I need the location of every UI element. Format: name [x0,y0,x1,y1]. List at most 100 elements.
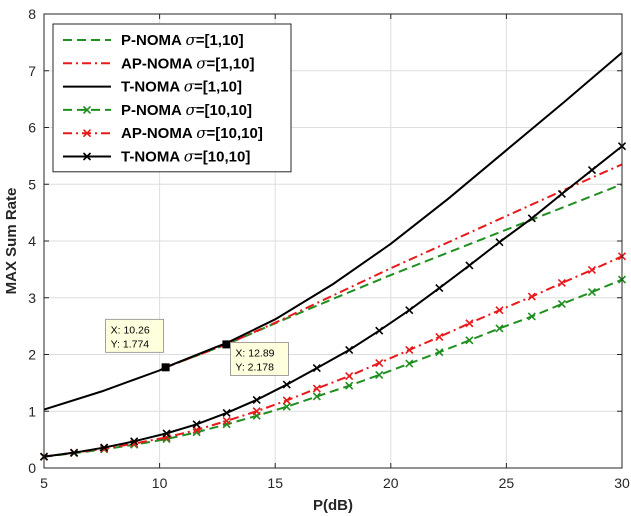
x-tick-label: 25 [499,475,515,491]
series-0 [165,183,623,369]
data-point-marker [100,443,109,452]
axis-ticks: 5 10 15 20 25 30 0 1 2 3 4 5 6 7 8 [28,6,630,491]
series-layer [39,51,627,461]
legend-label-rest: =[1,10] [194,79,242,96]
data-point-marker [222,420,231,429]
legend-label: AP-NOMA σ=[1,10] [121,54,254,72]
legend-label-sigma: σ [184,148,195,166]
data-point-marker [282,402,291,411]
data-tip-y: Y: 2.178 [235,361,274,373]
data-point-marker [345,381,354,390]
data-point-marker [375,326,384,335]
data-point-marker [405,345,414,355]
legend-label-main: AP-NOMA [121,55,196,72]
legend-label-rest: =[1,10] [207,55,255,72]
y-tick-label: 4 [28,233,36,249]
y-tick-label: 6 [28,120,36,136]
data-point-marker [587,288,597,297]
y-tick-label: 7 [28,63,36,79]
y-tick-label: 0 [28,460,36,476]
data-point-marker [345,345,354,355]
data-tip-box [230,341,289,376]
legend-entry-1: AP-NOMA σ=[1,10] [63,54,254,72]
series-5 [39,142,627,461]
data-point-marker [527,312,536,321]
legend-entry-5: T-NOMA σ=[10,10] [63,148,250,166]
data-point-marker [252,407,261,416]
legend-label-sigma: σ [185,101,196,119]
data-tip-marker [222,340,231,349]
legend-label: P-NOMA σ=[1,10] [121,31,244,49]
x-axis-label: P(dB) [313,497,353,514]
legend-label-sigma: σ [185,31,196,49]
data-point-marker [162,429,171,438]
data-point-marker [557,299,566,309]
y-tick-label: 5 [28,176,36,192]
data-point-marker [282,396,291,405]
legend-label: AP-NOMA σ=[10,10] [121,124,263,142]
y-axis-label: MAX Sum Rate [3,188,20,295]
y-tick-label: 1 [28,403,36,419]
legend-entry-2: T-NOMA σ=[1,10] [63,78,242,96]
data-point-marker [222,408,231,418]
data-point-marker [587,265,597,275]
data-point-marker [465,319,474,328]
data-point-marker [435,348,444,357]
data-point-marker [282,380,291,389]
legend-label: P-NOMA σ=[10,10] [121,101,252,119]
data-point-marker [465,336,474,345]
series-line-2 [43,51,623,411]
data-point-marker [465,261,474,270]
data-tip-marker [161,363,170,372]
x-tick-label: 15 [267,475,283,491]
series-2 [43,51,623,411]
data-point-marker [557,189,566,198]
data-point-marker [495,324,504,333]
data-tip-y: Y: 1.774 [111,338,150,350]
data-point-marker [495,306,504,315]
data-point-marker [252,395,261,404]
legend-label-rest: =[10,10] [194,149,250,166]
data-point-marker [527,214,536,223]
legend-entry-3: P-NOMA σ=[10,10] [63,101,252,119]
legend-marker [82,152,92,161]
data-tip-x: X: 12.89 [235,347,274,359]
data-point-marker [69,448,79,457]
data-point-marker [312,364,321,373]
data-tip-box [105,318,165,353]
legend: P-NOMA σ=[1,10]AP-NOMA σ=[1,10]T-NOMA σ=… [52,23,292,173]
legend-marker [82,129,92,138]
series-line-4 [43,255,623,458]
legend-label-main: P-NOMA [121,102,185,119]
legend-label-rest: =[10,10] [207,125,263,142]
data-point-marker [345,371,354,381]
legend-label-rest: =[1,10] [196,32,244,49]
series-line-0 [165,183,623,369]
data-point-marker [312,384,321,393]
legend-label-rest: =[10,10] [196,102,252,119]
legend-marker [82,105,92,114]
legend-entry-4: AP-NOMA σ=[10,10] [63,124,263,142]
x-tick-label: 10 [152,475,168,491]
data-point-marker [222,416,231,425]
data-point-marker [375,370,384,379]
data-tips: X: 10.26 Y: 1.774 X: 12.89 Y: 2.178 [105,318,289,376]
data-point-marker [495,238,504,247]
data-point-marker [435,332,444,341]
x-tick-label: 30 [614,475,630,491]
data-point-marker [192,420,201,429]
legend-label-main: T-NOMA [121,79,184,96]
legend-label-main: T-NOMA [121,149,184,166]
series-line-1 [165,163,623,369]
data-point-marker [375,358,384,368]
data-point-marker [557,278,566,288]
legend-label-main: P-NOMA [121,32,185,49]
data-point-marker [587,165,597,175]
data-point-marker [527,292,536,301]
data-point-marker [435,284,444,293]
data-point-marker [130,437,139,446]
series-line-3 [43,278,623,458]
legend-entry-0: P-NOMA σ=[1,10] [63,31,244,49]
legend-label: T-NOMA σ=[10,10] [121,148,250,166]
